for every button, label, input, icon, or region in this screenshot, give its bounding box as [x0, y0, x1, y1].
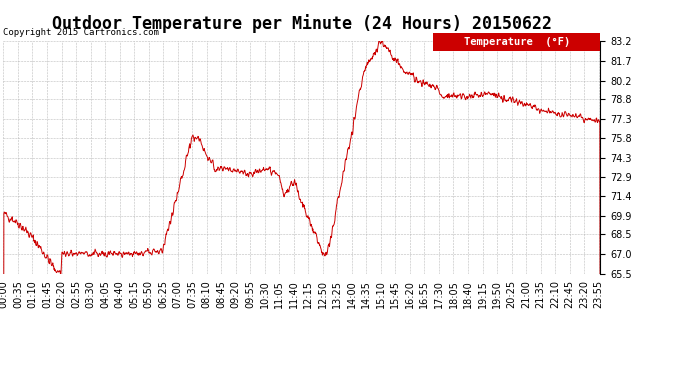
- Title: Outdoor Temperature per Minute (24 Hours) 20150622: Outdoor Temperature per Minute (24 Hours…: [52, 14, 552, 33]
- Text: Copyright 2015 Cartronics.com: Copyright 2015 Cartronics.com: [3, 28, 159, 37]
